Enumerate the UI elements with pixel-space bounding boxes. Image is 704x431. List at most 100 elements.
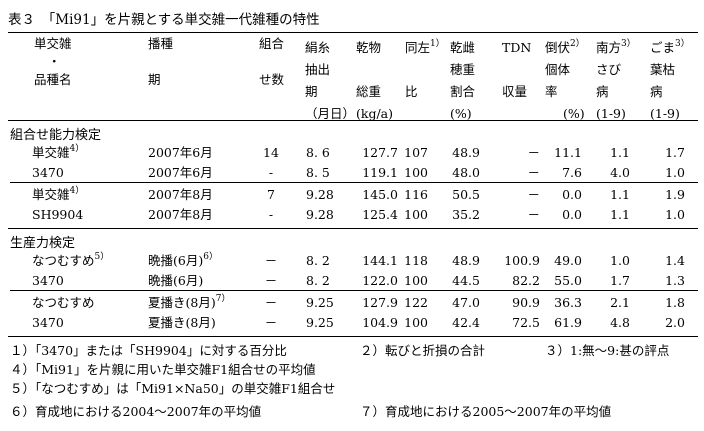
table-title: 表３ 「Mi91」を片親とする単交雑一代雑種の特性 — [8, 12, 320, 28]
cell-ratio: 116 — [402, 188, 428, 202]
cell-text: 夏播き(8月) — [148, 295, 216, 310]
cell-text: 61.9 — [554, 315, 582, 330]
header-silking: 絹糸 抽出 期 （月日） — [305, 37, 355, 125]
footnote-5: ５）「なつむすめ」は「Mi91×Na50」の単交雑F1組合せ — [10, 381, 336, 396]
header-line: 病 — [596, 84, 609, 99]
row-separator — [10, 182, 698, 183]
footnote-ref: 3） — [675, 39, 690, 49]
cell-text: 48.9 — [452, 145, 480, 160]
footnote-ref: 6） — [203, 252, 218, 262]
cell-text: 1.7 — [665, 145, 685, 160]
header-line — [259, 51, 284, 73]
header-line: (%) — [563, 106, 585, 121]
cell-text: 9.28 — [306, 187, 334, 202]
cell-text: 107 — [404, 145, 428, 160]
header-dry-matter: 乾物 総重 (kg/a) — [356, 37, 393, 125]
cell-silk: 9.25 — [306, 296, 350, 310]
top-rule — [8, 32, 698, 33]
header-line: 絹糸 — [305, 40, 331, 55]
cell-ear: 48.9 — [444, 146, 480, 160]
cell-ear: 48.0 — [444, 166, 480, 180]
header-line: 播種 — [148, 36, 174, 51]
cell-text: 8. 2 — [306, 273, 330, 288]
header-line: 葉枯 — [650, 62, 676, 77]
cell-text: 44.5 — [452, 273, 480, 288]
cell-leaf: 1.9 — [655, 188, 685, 202]
header-lodging: 倒伏2） 個体 率 (%) — [545, 37, 585, 125]
cell-silk: 8. 5 — [306, 166, 350, 180]
cell-text: 72.5 — [512, 315, 540, 330]
header-line: (1-9) — [650, 106, 680, 121]
cell-n: － — [258, 254, 284, 268]
cell-text: 晩播(6月) — [148, 253, 204, 268]
footnote-ref: 2） — [570, 39, 585, 49]
header-line: 倒伏 — [545, 40, 571, 55]
header-sowing: 播種 期 — [148, 37, 173, 87]
cell-text: 125.4 — [362, 207, 398, 222]
cell-silk: 9.25 — [306, 316, 350, 330]
cell-silk: 8. 2 — [306, 274, 350, 288]
cell-text: 35.2 — [452, 207, 480, 222]
cell-text: 116 — [404, 187, 428, 202]
cell-sow: 夏播き(8月) — [148, 316, 248, 330]
cell-text: － — [264, 315, 278, 330]
cell-n: 7 — [258, 188, 284, 202]
header-line: 抽出 — [305, 62, 331, 77]
header-line: 乾雌 — [450, 40, 476, 55]
header-combinations: 組合 せ数 — [259, 37, 284, 87]
cell-text: 11.1 — [554, 145, 582, 160]
cell-text: 1.4 — [665, 253, 685, 268]
section-combining-ability: 組合せ能力検定 — [10, 128, 102, 143]
cell-text: 3470 — [32, 165, 64, 180]
cell-lodge: 49.0 — [548, 254, 582, 268]
cell-text: 1.1 — [610, 207, 630, 222]
cell-sow: 2007年8月 — [148, 188, 248, 202]
cell-text: － — [527, 207, 540, 222]
header-line: 個体 — [545, 62, 571, 77]
cell-text: 100 — [404, 315, 428, 330]
cell-text: 36.3 — [554, 295, 582, 310]
cell-lodge: 55.0 — [548, 274, 582, 288]
cell-dm: 127.7 — [352, 146, 398, 160]
cell-name: 単交雑4） — [32, 145, 142, 160]
cell-text: 1.0 — [665, 165, 685, 180]
cell-text: 1.1 — [610, 187, 630, 202]
cell-name: 3470 — [32, 274, 142, 288]
cell-leaf: 1.0 — [655, 166, 685, 180]
cell-rust: 2.1 — [600, 296, 630, 310]
header-line: 南方 — [596, 40, 622, 55]
cell-lodge: 36.3 — [548, 296, 582, 310]
cell-name: 3470 — [32, 166, 142, 180]
header-line: 病 — [650, 84, 663, 99]
header-line: 収量 — [502, 84, 528, 99]
cell-dm: 104.9 — [352, 316, 398, 330]
cell-text: - — [268, 165, 274, 180]
footnote-4: ４）「Mi91」を片親に用いた単交雑F1組合せの平均値 — [10, 362, 316, 377]
cell-leaf: 1.4 — [655, 254, 685, 268]
cell-ear: 47.0 — [444, 296, 480, 310]
cell-leaf: 1.7 — [655, 146, 685, 160]
footnote-ref: 5） — [94, 252, 110, 262]
cell-text: 8. 5 — [306, 165, 330, 180]
cell-text: 1.9 — [665, 187, 685, 202]
cell-rust: 1.1 — [600, 188, 630, 202]
cell-lodge: 0.0 — [548, 188, 582, 202]
cell-ratio: 100 — [402, 316, 428, 330]
header-tdn: TDN 収量 — [502, 37, 531, 103]
cell-n: － — [258, 274, 284, 288]
cell-ratio: 100 — [402, 274, 428, 288]
cell-ear: 50.5 — [444, 188, 480, 202]
cell-sow: 2007年6月 — [148, 146, 248, 160]
cell-lodge: 11.1 — [548, 146, 582, 160]
cell-text: 118 — [404, 253, 428, 268]
header-line: 組合 — [259, 36, 285, 51]
cell-text: 2007年6月 — [148, 165, 213, 180]
cell-sow: 晩播(6月) — [148, 274, 248, 288]
cell-text: 14 — [263, 145, 279, 160]
cell-text: 90.9 — [512, 295, 540, 310]
footnote-ref: 3） — [621, 39, 636, 49]
cell-text: － — [527, 187, 540, 202]
cell-text: 7.6 — [562, 165, 582, 180]
cell-text: － — [264, 253, 278, 268]
footnote-ref: 7） — [215, 294, 231, 304]
